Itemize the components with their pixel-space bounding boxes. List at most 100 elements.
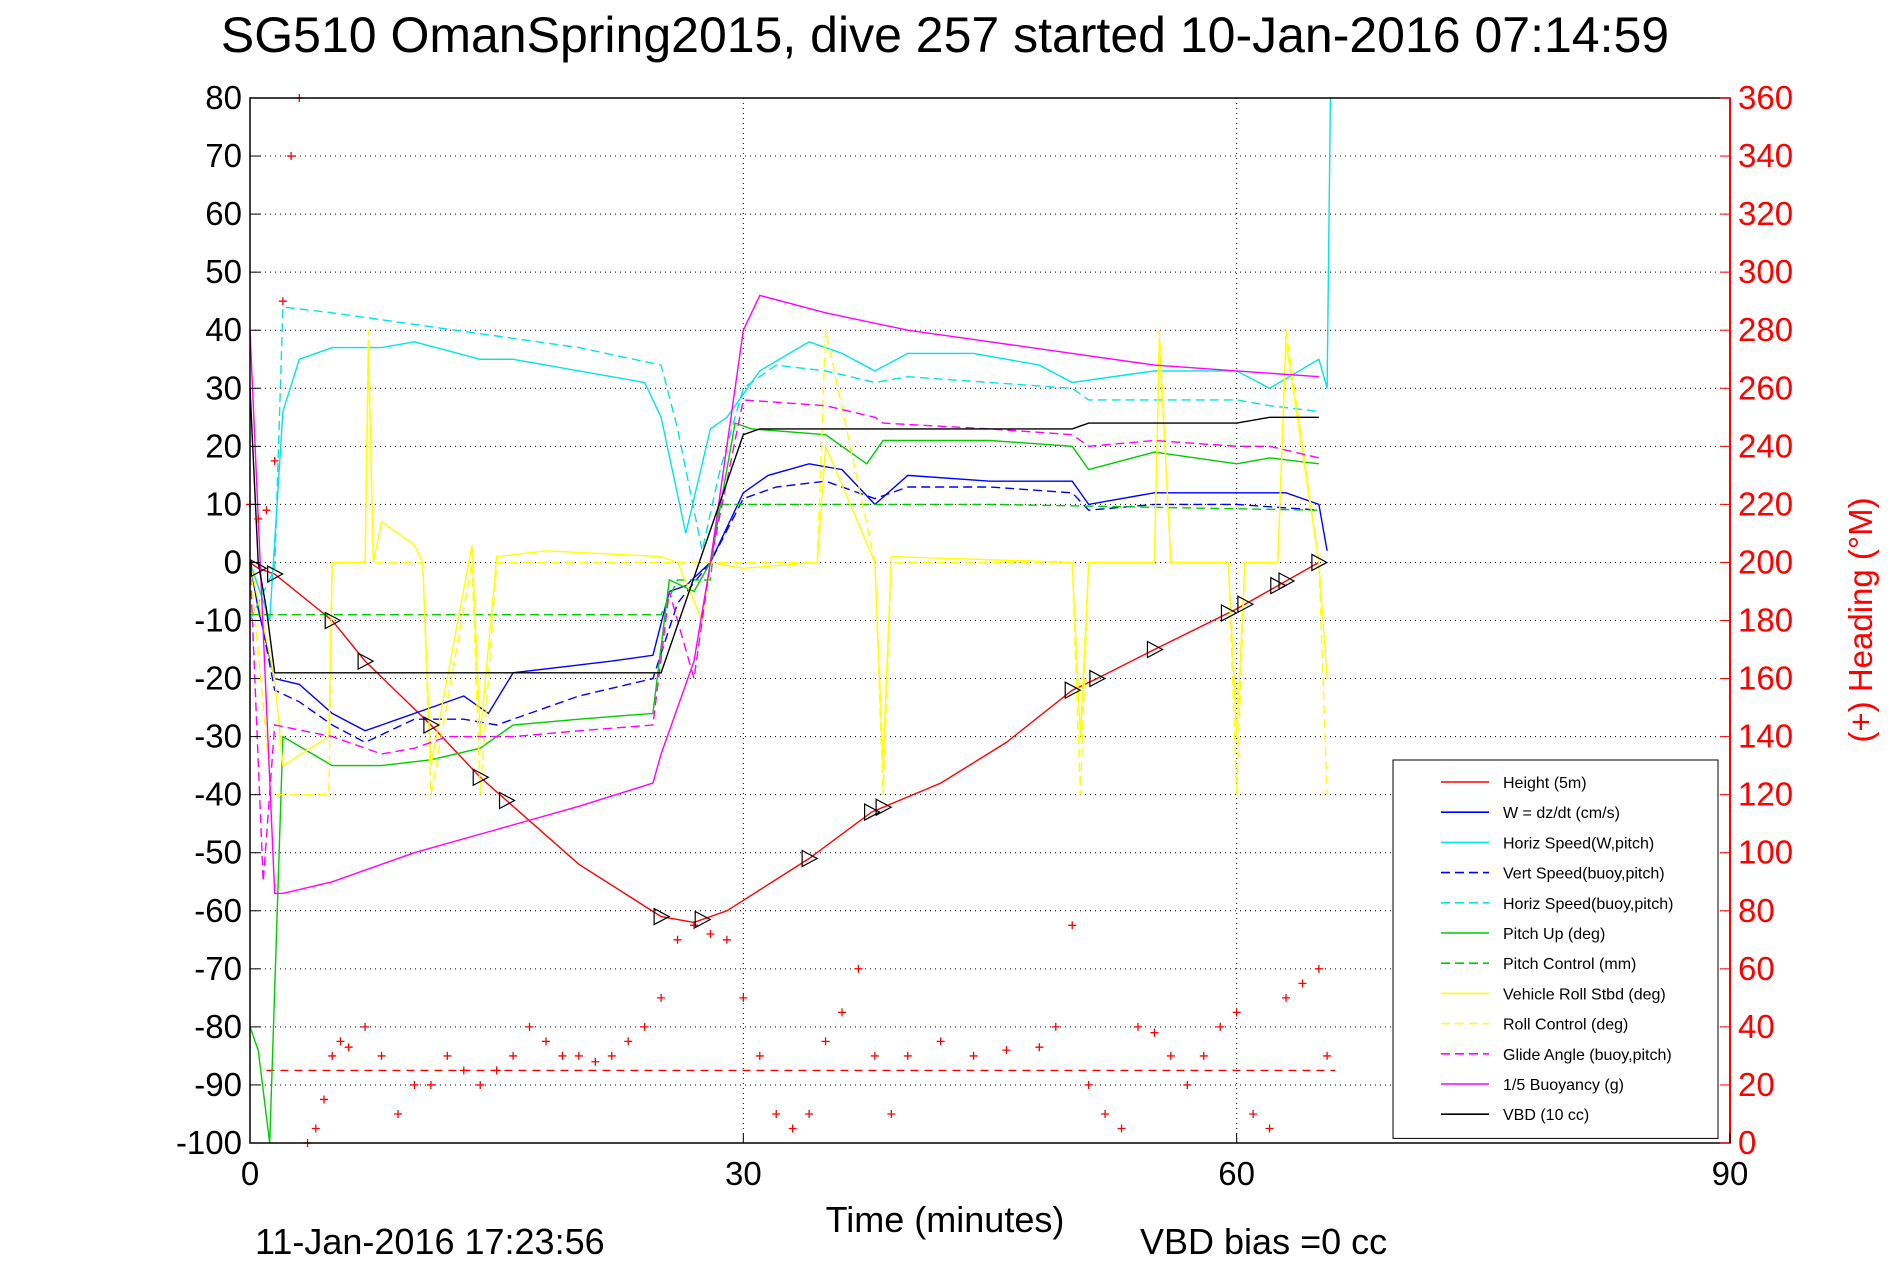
heading-point [377, 1051, 386, 1060]
y-tick-label: -60 [194, 892, 242, 929]
heading-point [624, 1037, 633, 1046]
heading-point [673, 935, 682, 944]
heading-point [509, 1051, 518, 1060]
right-axis: 3603403203002802602402202001801601401201… [1720, 79, 1793, 1161]
y-tick-label: 40 [205, 311, 242, 348]
series-layer [246, 94, 1336, 1147]
footer-timestamp: 11-Jan-2016 17:23:56 [255, 1221, 605, 1262]
height-marker [1146, 640, 1164, 659]
height-marker [1270, 576, 1288, 595]
heading-point [805, 1109, 814, 1118]
height-marker [875, 798, 893, 817]
heading-point [870, 1051, 879, 1060]
heading-point [1323, 1051, 1332, 1060]
legend-entry: 1/5 Buoyancy (g) [1503, 1077, 1624, 1094]
heading-point [854, 964, 863, 973]
y-tick-label: 30 [205, 369, 242, 406]
right-tick-label: 140 [1738, 718, 1793, 755]
right-tick-label: 340 [1738, 137, 1793, 174]
heading-point [426, 1080, 435, 1089]
heading-point [1117, 1124, 1126, 1133]
heading-point [838, 1008, 846, 1017]
heading-point [344, 1043, 353, 1052]
height-marker [498, 791, 516, 810]
heading-point [542, 1037, 550, 1046]
heading-point [772, 1109, 781, 1118]
height-markers [250, 553, 1329, 929]
heading-point [558, 1051, 567, 1060]
legend: Height (5m) W = dz/dt (cm/s) Horiz Speed(W… [1392, 759, 1719, 1139]
height-marker [653, 907, 671, 926]
series-3-line [249, 480, 1319, 744]
series-6-line [250, 503, 1319, 616]
heading-point [254, 514, 263, 523]
heading-point [492, 1066, 501, 1075]
heading-point [1265, 1124, 1274, 1133]
heading-point [657, 993, 666, 1002]
series-9-line [249, 399, 1320, 882]
y-tick-label: -90 [194, 1066, 242, 1103]
height-marker [423, 716, 441, 734]
heading-point [320, 1095, 328, 1104]
y-tick-label: -100 [176, 1124, 242, 1161]
heading-point [328, 1051, 337, 1060]
heading-point [887, 1109, 896, 1118]
legend-entry: Roll Control (deg) [1503, 1017, 1628, 1034]
x-tick-label: 0 [241, 1155, 259, 1192]
legend-entry: Vert Speed(buoy,pitch) [1503, 866, 1665, 883]
series-11-line [249, 388, 1319, 674]
heading-point [706, 930, 715, 938]
heading-point [722, 935, 731, 944]
heading-point [1002, 1046, 1011, 1055]
x-tick-label: 30 [725, 1155, 762, 1192]
heading-point [1134, 1022, 1142, 1031]
legend-box [1392, 759, 1719, 1139]
heading-point [1282, 993, 1290, 1002]
y-tick-label: 0 [224, 543, 242, 580]
heading-point [476, 1080, 485, 1089]
legend-entry: Glide Angle (buoy,pitch) [1503, 1047, 1672, 1064]
right-tick-label: 240 [1738, 427, 1793, 464]
heading-point [936, 1037, 945, 1046]
right-tick-label: 360 [1738, 79, 1793, 116]
height-marker [694, 910, 712, 929]
heading-point [739, 993, 748, 1002]
heading-point [640, 1022, 649, 1031]
right-tick-label: 300 [1738, 253, 1793, 290]
heading-point [591, 1057, 600, 1066]
right-tick-label: 120 [1738, 776, 1793, 813]
right-tick-label: 20 [1738, 1066, 1775, 1103]
y-tick-label: 70 [205, 137, 242, 174]
legend-entry: Height (5m) [1503, 775, 1587, 792]
right-tick-label: 40 [1738, 1008, 1775, 1045]
heading-point [1150, 1028, 1159, 1037]
height-marker [1278, 572, 1296, 591]
heading-point [410, 1080, 419, 1089]
height-marker [472, 768, 490, 787]
series-5-line [249, 422, 1319, 1144]
right-tick-label: 320 [1738, 195, 1793, 232]
heading-point [394, 1109, 402, 1118]
y-tick-label: 20 [205, 427, 242, 464]
right-tick-label: 160 [1738, 660, 1793, 697]
height-marker [324, 611, 342, 630]
series-10-line [249, 294, 1319, 895]
series-1-line [249, 463, 1328, 732]
footer-vbd-bias: VBD bias =0 cc [1140, 1221, 1387, 1262]
height-marker [1311, 553, 1329, 572]
height-marker [1064, 681, 1082, 700]
series-2-line [249, 97, 1332, 621]
heading-point [755, 1051, 764, 1060]
height-marker [1089, 669, 1107, 688]
heading-point [1314, 964, 1323, 973]
heading-point [969, 1051, 978, 1060]
y-tick-label: -40 [194, 776, 242, 813]
legend-entry: VBD (10 cc) [1503, 1107, 1589, 1124]
right-tick-label: 100 [1738, 834, 1793, 871]
y-tick-label: -50 [194, 834, 242, 871]
x-axis: 0 30 60 90 [241, 1133, 1748, 1192]
right-tick-label: 60 [1738, 950, 1775, 987]
right-tick-label: 180 [1738, 602, 1793, 639]
legend-entry: Pitch Up (deg) [1503, 926, 1605, 943]
